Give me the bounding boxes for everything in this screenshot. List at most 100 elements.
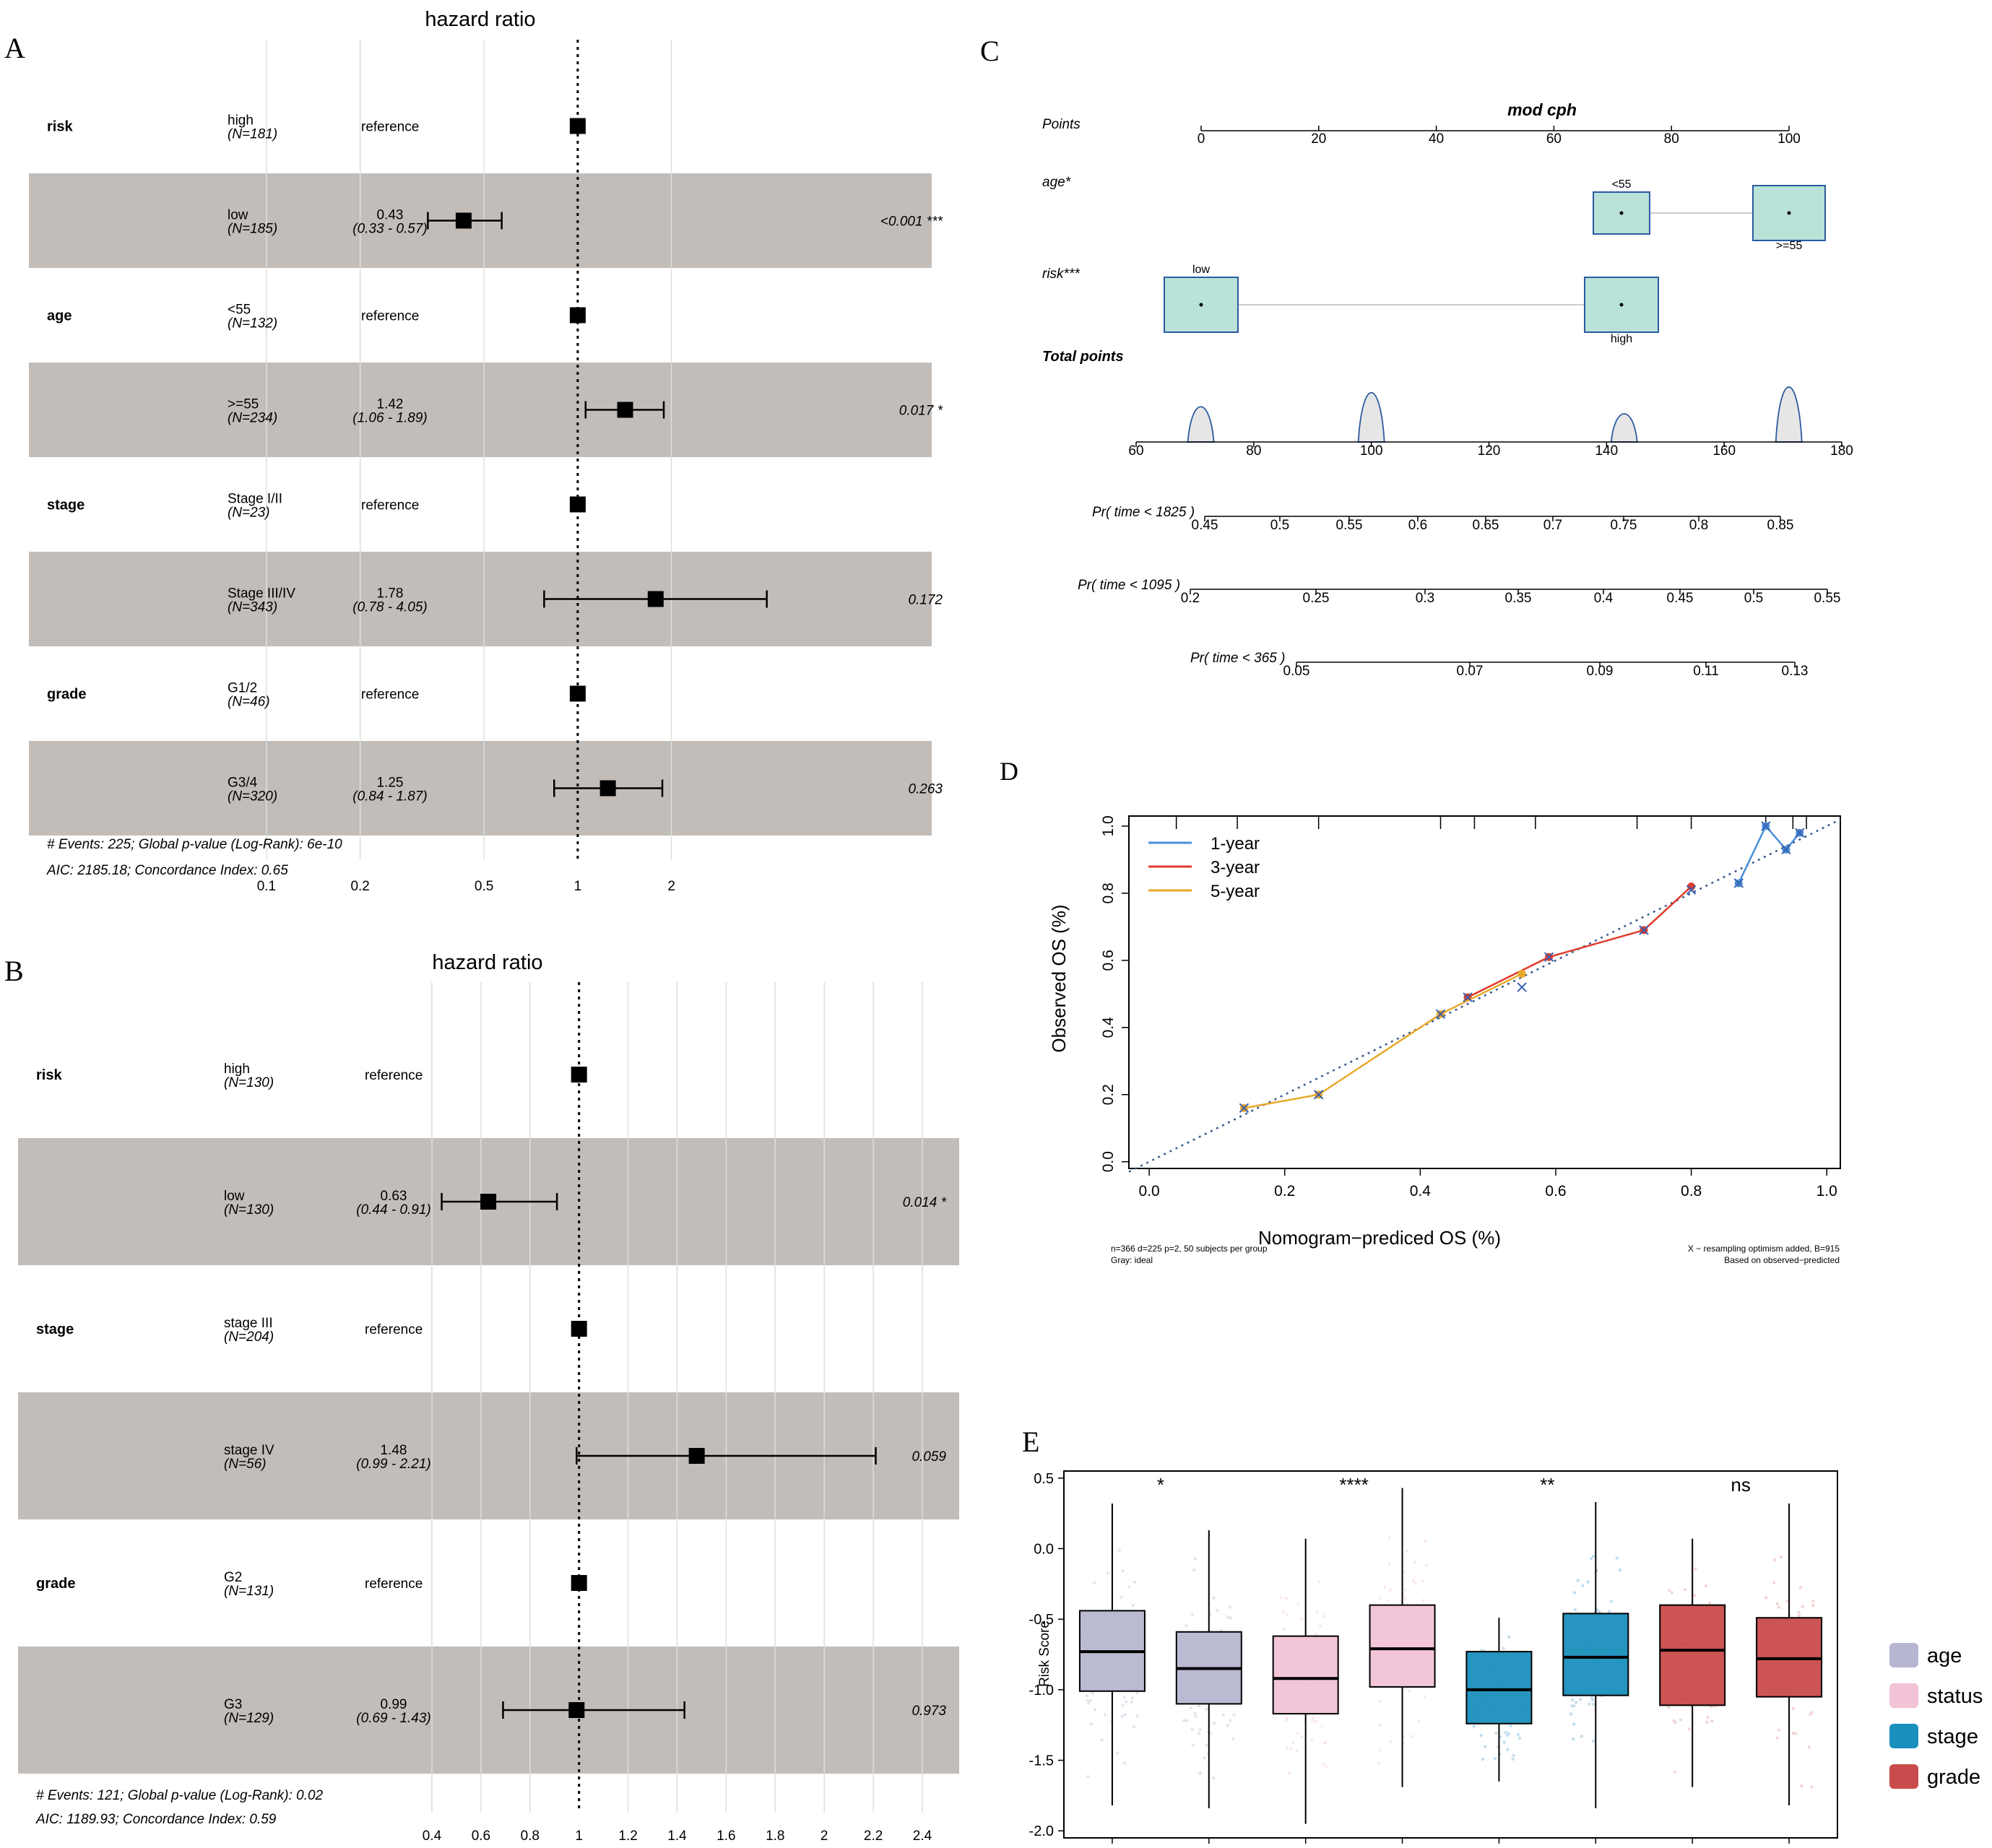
jitter-point bbox=[1279, 1595, 1283, 1600]
resampled-marker bbox=[1686, 885, 1697, 895]
hazard-ratio-marker bbox=[688, 1448, 705, 1464]
jitter-point bbox=[1198, 1771, 1203, 1776]
axis-tick-label: 1.4 bbox=[667, 1829, 687, 1844]
jitter-point bbox=[1208, 1731, 1213, 1735]
reference-label: reference bbox=[361, 687, 419, 703]
jitter-point bbox=[1517, 1736, 1522, 1740]
resampled-marker bbox=[1463, 992, 1473, 1002]
probability-scale-tick-label: 0.75 bbox=[1611, 518, 1637, 533]
level-label: high bbox=[224, 1062, 250, 1077]
y-axis-tick-label: 0.2 bbox=[1100, 1084, 1117, 1105]
jitter-point bbox=[1185, 1719, 1189, 1722]
jitter-point bbox=[1667, 1705, 1671, 1709]
probability-scale-label: Pr( time < 1825 ) bbox=[1092, 505, 1195, 520]
jitter-point bbox=[1309, 1739, 1314, 1743]
jitter-point bbox=[1793, 1732, 1798, 1735]
level-count: (N=131) bbox=[224, 1584, 274, 1599]
jitter-point bbox=[1687, 1727, 1691, 1731]
level-count: (N=46) bbox=[228, 695, 270, 710]
jitter-point bbox=[1810, 1785, 1814, 1789]
confidence-interval: (0.33 - 0.57) bbox=[352, 222, 428, 237]
jitter-point bbox=[1229, 1616, 1232, 1620]
jitter-point bbox=[1791, 1706, 1795, 1711]
jitter-point bbox=[1133, 1580, 1137, 1584]
probability-scale-label: Pr( time < 1095 ) bbox=[1078, 578, 1180, 593]
jitter-point bbox=[1284, 1719, 1289, 1722]
jitter-point bbox=[1198, 1771, 1202, 1775]
nomogram-title: mod cph bbox=[1507, 100, 1577, 119]
level-count: (N=181) bbox=[228, 127, 277, 142]
jitter-point bbox=[1775, 1736, 1779, 1740]
panel-c-nomogram: C mod cph Points age* risk*** Total poin… bbox=[980, 35, 1853, 679]
hazard-ratio-value: 1.25 bbox=[377, 776, 404, 791]
jitter-point bbox=[1573, 1608, 1577, 1612]
level-count: (N=320) bbox=[228, 789, 277, 804]
confidence-interval: (0.84 - 1.87) bbox=[352, 789, 428, 804]
total-points-tick-label: 80 bbox=[1246, 443, 1261, 459]
shaded-row-band bbox=[29, 363, 932, 457]
legend-swatch bbox=[1889, 1683, 1918, 1708]
total-points-density bbox=[1610, 413, 1638, 443]
hazard-ratio-value: 0.43 bbox=[377, 208, 404, 223]
jitter-point bbox=[1572, 1722, 1576, 1726]
jitter-point bbox=[1388, 1588, 1393, 1592]
jitter-point bbox=[1130, 1696, 1135, 1700]
jitter-point bbox=[1295, 1749, 1299, 1753]
jitter-point bbox=[1509, 1724, 1512, 1728]
jitter-point bbox=[1190, 1727, 1194, 1731]
jitter-point bbox=[1571, 1698, 1575, 1702]
jitter-point bbox=[1085, 1693, 1089, 1698]
probability-scale-tick-label: 0.05 bbox=[1283, 664, 1310, 679]
panel-a-forest-plot: A hazard ratio risk high(N=181) reference l… bbox=[4, 8, 943, 894]
legend-label: stage bbox=[1927, 1725, 1978, 1748]
axis-tick-label: 0.2 bbox=[350, 879, 369, 894]
jitter-point bbox=[1288, 1771, 1291, 1775]
jitter-point bbox=[1325, 1765, 1329, 1769]
jitter-point bbox=[1481, 1757, 1485, 1761]
jitter-point bbox=[1296, 1732, 1299, 1735]
p-value: 0.059 bbox=[911, 1449, 946, 1465]
jitter-point bbox=[1779, 1555, 1783, 1559]
jitter-point bbox=[1777, 1728, 1781, 1732]
jitter-point bbox=[1300, 1735, 1304, 1739]
probability-scale-tick-label: 0.4 bbox=[1594, 591, 1614, 606]
nomogram-risk-label: risk*** bbox=[1042, 266, 1080, 282]
axis-tick-label: 1.8 bbox=[766, 1829, 784, 1844]
jitter-point bbox=[1502, 1740, 1506, 1744]
calibration-series-line bbox=[1467, 885, 1692, 999]
nomogram-age-label: age* bbox=[1042, 175, 1071, 190]
calibration-series-line bbox=[1738, 824, 1801, 884]
level-count: (N=234) bbox=[228, 411, 277, 426]
probability-scale-tick-label: 0.55 bbox=[1814, 591, 1841, 606]
jitter-point bbox=[1707, 1601, 1712, 1605]
jitter-point bbox=[1791, 1731, 1795, 1735]
jitter-point bbox=[1569, 1712, 1573, 1716]
jitter-point bbox=[1504, 1730, 1507, 1735]
jitter-point bbox=[1591, 1739, 1595, 1743]
axis-tick-label: 2 bbox=[667, 879, 675, 894]
probability-scale-tick-label: 0.07 bbox=[1457, 664, 1484, 679]
y-axis-tick-label: 0.5 bbox=[1034, 1471, 1054, 1487]
reference-marker bbox=[571, 1067, 587, 1083]
x-axis-tick-label: 0.0 bbox=[1139, 1183, 1160, 1200]
jitter-point bbox=[1422, 1694, 1426, 1699]
confidence-interval: (0.99 - 2.21) bbox=[356, 1457, 431, 1472]
probability-scale-tick-label: 0.45 bbox=[1192, 518, 1218, 533]
jitter-point bbox=[1232, 1712, 1236, 1717]
jitter-point bbox=[1378, 1748, 1382, 1752]
legend-swatch bbox=[1889, 1764, 1918, 1789]
level-count: (N=23) bbox=[228, 506, 270, 521]
jitter-point bbox=[1424, 1539, 1427, 1543]
jitter-point bbox=[1127, 1585, 1131, 1589]
jitter-point bbox=[1211, 1776, 1216, 1780]
box-iqr bbox=[1465, 1651, 1533, 1725]
jitter-point bbox=[1694, 1567, 1697, 1571]
jitter-point bbox=[1130, 1700, 1133, 1704]
axis-tick-label: 0.4 bbox=[423, 1829, 442, 1844]
jitter-point bbox=[1291, 1741, 1295, 1745]
axis-tick-label: 0.8 bbox=[521, 1829, 540, 1844]
level-label: low bbox=[224, 1189, 245, 1204]
jitter-point bbox=[1226, 1615, 1230, 1619]
p-value: 0.973 bbox=[911, 1704, 946, 1719]
forest-a-footer-aic: AIC: 2185.18; Concordance Index: 0.65 bbox=[46, 863, 288, 878]
